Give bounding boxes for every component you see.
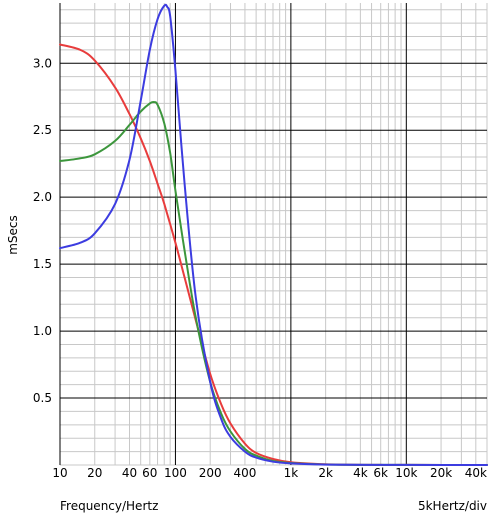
y-tick-label: 1.0 <box>33 324 52 338</box>
x-tick-label: 40 <box>122 466 137 480</box>
y-axis-label: mSecs <box>6 215 20 255</box>
major-grid <box>59 3 487 465</box>
x-tick-label: 20k <box>430 466 452 480</box>
y-tick-label: 2.5 <box>33 123 52 137</box>
series-3-line <box>59 3 488 466</box>
minor-grid <box>60 3 488 466</box>
x-tick-label: 1k <box>284 466 299 480</box>
data-curves <box>59 3 488 466</box>
x-tick-label: 10 <box>52 466 67 480</box>
x-tick-label: 40k <box>465 466 487 480</box>
y-tick-labels: 0.5 1.0 1.5 2.0 2.5 3.0 <box>33 56 52 405</box>
series-1-line <box>59 43 488 466</box>
x-tick-label: 2k <box>318 466 333 480</box>
x-axis-label: Frequency/Hertz <box>60 499 158 513</box>
x-scale-note: 5kHertz/div <box>418 499 487 513</box>
y-tick-label: 3.0 <box>33 56 52 70</box>
x-tick-label: 20 <box>87 466 102 480</box>
x-tick-label: 4k <box>353 466 368 480</box>
x-tick-label: 200 <box>199 466 222 480</box>
y-tick-label: 1.5 <box>33 257 52 271</box>
x-tick-label: 60 <box>142 466 157 480</box>
x-tick-label: 100 <box>164 466 187 480</box>
series-2-line <box>59 101 488 466</box>
y-tick-label: 0.5 <box>33 391 52 405</box>
y-tick-label: 2.0 <box>33 190 52 204</box>
x-tick-label: 10k <box>395 466 417 480</box>
x-tick-labels: 10 20 40 60 100 200 400 1k 2k 4k 6k 10k 20k 40k <box>52 466 487 480</box>
x-tick-label: 400 <box>233 466 256 480</box>
x-tick-label: 6k <box>373 466 388 480</box>
